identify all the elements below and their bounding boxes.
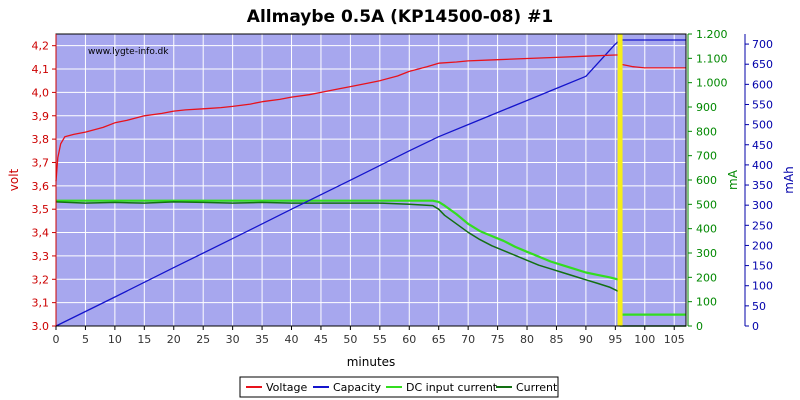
x-tick-label: 75 [491,333,505,346]
y-right1-tick-label: 300 [696,247,717,260]
series-line-capacity [55,39,686,327]
y-right2-tick-label: 700 [752,38,773,51]
y-right1-tick-label: 900 [696,101,717,114]
y-left-tick-label: 3,1 [32,297,50,310]
y-right2-tick-label: 0 [752,320,759,333]
y-right2-tick-label: 300 [752,199,773,212]
x-tick-label: 35 [255,333,269,346]
x-tick-label: 40 [285,333,299,346]
plot-area: www.lygte-info.dk [55,33,687,327]
x-tick-label: 5 [82,333,89,346]
y-left-tick-label: 3,5 [32,203,50,216]
y-right1-tick-label: 1.100 [696,52,728,65]
y-left-axis-title: volt [7,168,21,191]
y-left-tick-label: 4,0 [32,86,50,99]
x-tick-label: 85 [549,333,563,346]
y-right2-axis-title: mAh [782,166,796,194]
y-right2-tick-label: 400 [752,159,773,172]
x-axis-title: minutes [347,355,396,369]
x-tick-label: 80 [520,333,534,346]
y-left-tick-label: 3,7 [32,156,50,169]
y-right2-tick-label: 500 [752,119,773,132]
x-tick-label: 70 [461,333,475,346]
y-right1-tick-label: 1.000 [696,77,728,90]
x-tick-label: 10 [108,333,122,346]
x-tick-label: 20 [167,333,181,346]
series-line-current [55,201,686,327]
y-left-tick-label: 3,6 [32,180,50,193]
y-right2-tick-label: 600 [752,78,773,91]
y-left-tick-label: 4,2 [32,40,50,53]
y-left-tick-label: 4,1 [32,63,50,76]
y-right1-tick-label: 700 [696,150,717,163]
legend-label-capacity: Capacity [333,381,382,394]
legend-label-dc-input-current: DC input current [406,381,498,394]
y-right2-tick-label: 250 [752,219,773,232]
y-right2-tick-label: 450 [752,139,773,152]
legend-label-voltage: Voltage [266,381,307,394]
chart-title: Allmaybe 0.5A (KP14500-08) #1 [247,7,553,27]
y-left-tick-label: 3.0 [32,320,50,333]
y-left-tick-label: 3,3 [32,250,50,263]
y-right2-tick-label: 350 [752,179,773,192]
y-right2-tick-label: 100 [752,280,773,293]
y-right2-tick-label: 150 [752,260,773,273]
series-line-voltage [55,54,686,182]
x-tick-label: 60 [402,333,416,346]
x-tick-label: 65 [432,333,446,346]
legend-label-current: Current [516,381,558,394]
x-tick-label: 45 [314,333,328,346]
y-right2-tick-label: 50 [752,300,766,313]
y-right1-tick-label: 400 [696,223,717,236]
y-right1-tick-label: 1.200 [696,28,728,41]
y-right1-tick-label: 600 [696,174,717,187]
x-tick-label: 25 [196,333,210,346]
y-left-tick-label: 3,4 [32,227,50,240]
y-right2-tick-label: 200 [752,239,773,252]
x-tick-label: 30 [226,333,240,346]
y-right1-tick-label: 200 [696,271,717,284]
y-right2-tick-label: 650 [752,58,773,71]
y-right1-tick-label: 500 [696,198,717,211]
x-tick-label: 90 [579,333,593,346]
watermark: www.lygte-info.dk [88,47,169,57]
y-left-tick-label: 3,9 [32,110,50,123]
y-right1-tick-label: 100 [696,296,717,309]
series-line-dc-input-current [56,199,686,323]
x-tick-label: 0 [53,333,60,346]
legend: Voltage Capacity DC input current Current [239,376,559,398]
x-tick-label: 105 [664,333,685,346]
x-tick-label: 15 [137,333,151,346]
x-tick-label: 100 [634,333,655,346]
y-right2-tick-label: 550 [752,98,773,111]
x-tick-label: 95 [608,333,622,346]
y-right1-tick-label: 0 [696,320,703,333]
y-left-tick-label: 3,8 [32,133,50,146]
x-tick-label: 55 [373,333,387,346]
y-right1-tick-label: 800 [696,125,717,138]
axes: 3.0 3,1 3,2 3,3 3,4 3,5 3,6 3,7 3,8 3,9 4,0 4,1 4,2 v… [7,28,796,369]
y-right1-axis-title: mA [726,169,740,190]
end-marker [617,34,623,326]
y-left-tick-label: 3,2 [32,273,50,286]
x-tick-label: 50 [343,333,357,346]
